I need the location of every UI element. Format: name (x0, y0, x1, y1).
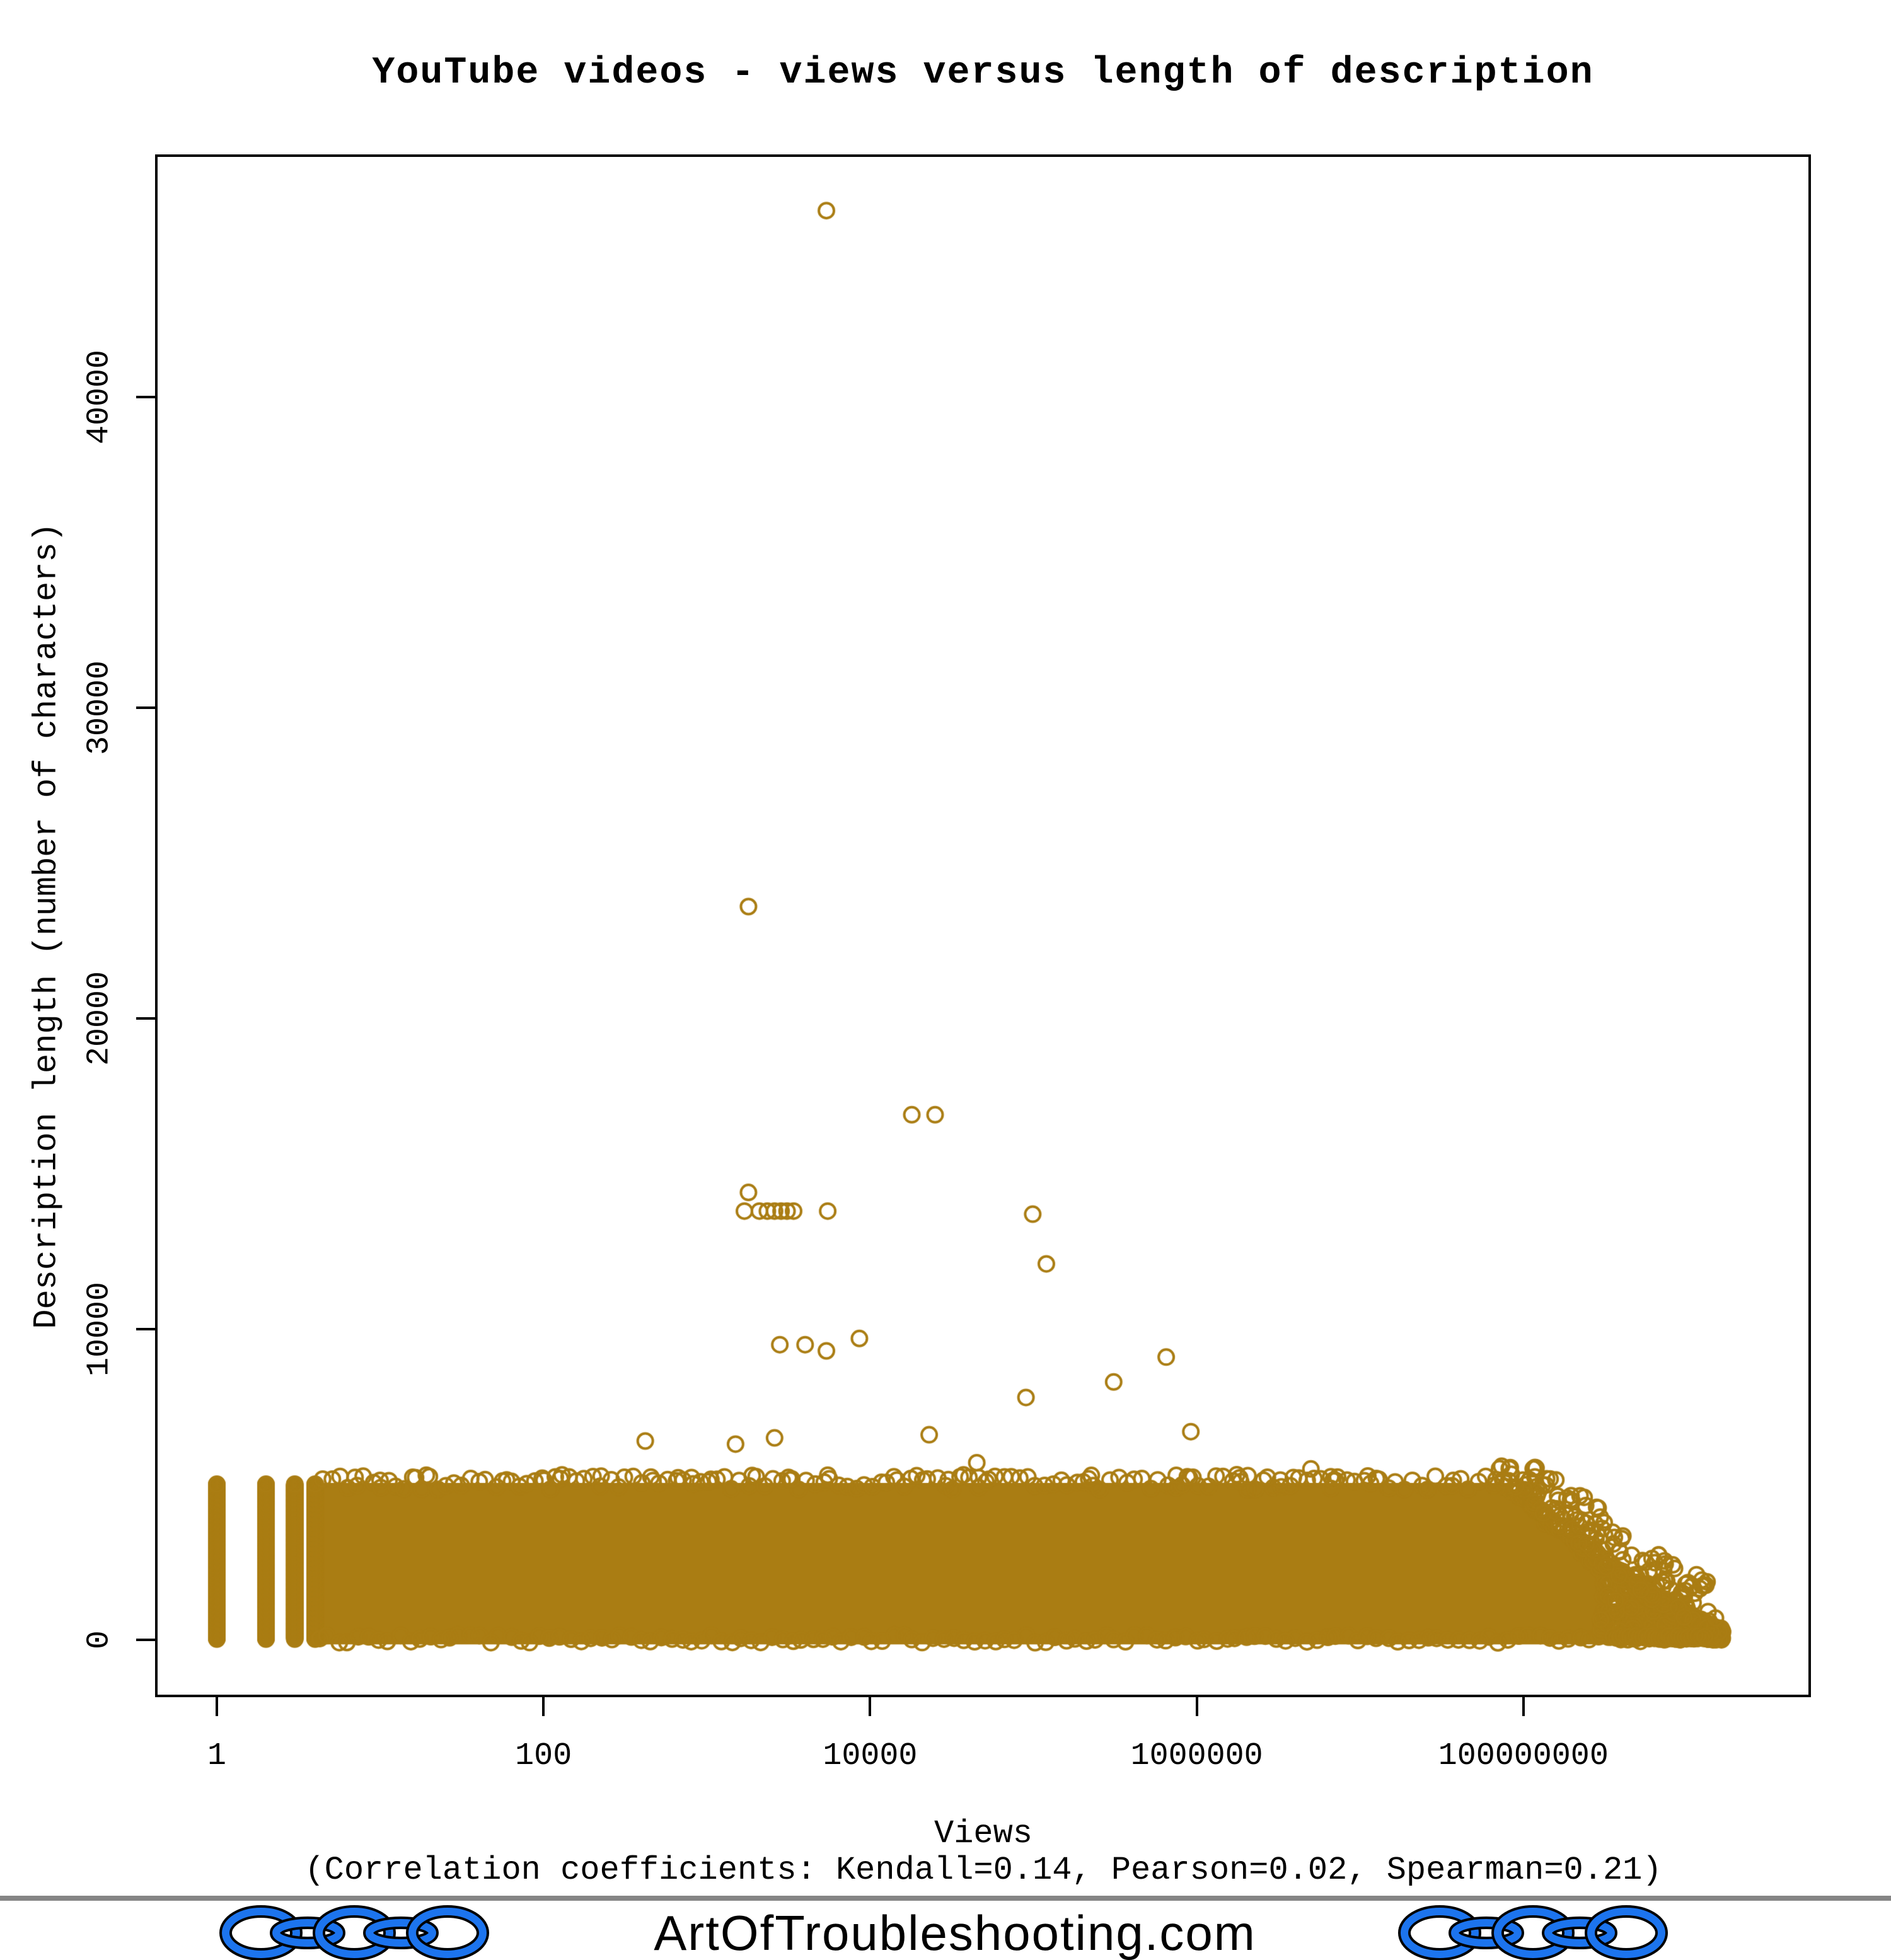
plot-area (155, 154, 1811, 1697)
y-tick-label: 10000 (81, 1281, 118, 1377)
y-tick-mark (136, 1017, 155, 1020)
x-tick-label: 10000 (823, 1738, 918, 1774)
chain-ring (1451, 1919, 1522, 1947)
x-tick-label: 100 (515, 1738, 572, 1774)
x-tick-mark (1195, 1697, 1198, 1716)
y-tick-label: 40000 (81, 349, 118, 445)
footer-divider (0, 1896, 1891, 1901)
chain-ring (315, 1908, 393, 1958)
y-tick-label: 30000 (81, 660, 118, 756)
x-tick-mark (869, 1697, 872, 1716)
chain-ring (1587, 1908, 1665, 1958)
y-tick-label: 0 (81, 1630, 118, 1650)
y-axis-title: Description length (number of characters… (28, 522, 66, 1329)
correlation-subtitle: (Correlation coefficients: Kendall=0.14,… (304, 1852, 1662, 1889)
y-tick-mark (136, 1328, 155, 1330)
chain-ring (1544, 1919, 1615, 1947)
chain-ring (1494, 1908, 1572, 1958)
x-tick-label: 100000000 (1438, 1738, 1609, 1774)
x-tick-mark (542, 1697, 545, 1716)
chain-ring (408, 1908, 487, 1958)
y-tick-mark (136, 1639, 155, 1641)
y-tick-mark (136, 396, 155, 398)
chain-links-icon-right (1398, 1905, 1668, 1960)
footer-site-text: ArtOfTroubleshooting.com (654, 1905, 1256, 1960)
x-tick-label: 1000000 (1130, 1738, 1263, 1774)
chart-title: YouTube videos - views versus length of … (372, 52, 1594, 95)
x-tick-label: 1 (207, 1738, 227, 1774)
x-tick-mark (1522, 1697, 1525, 1716)
y-tick-label: 20000 (81, 971, 118, 1066)
chain-ring (272, 1919, 343, 1947)
y-tick-mark (136, 706, 155, 709)
chain-ring (222, 1908, 300, 1958)
chain-ring (366, 1919, 436, 1947)
chain-ring (1401, 1908, 1479, 1958)
x-axis-title: Views (934, 1815, 1033, 1852)
x-tick-mark (216, 1697, 218, 1716)
chain-links-icon-left (219, 1905, 489, 1960)
